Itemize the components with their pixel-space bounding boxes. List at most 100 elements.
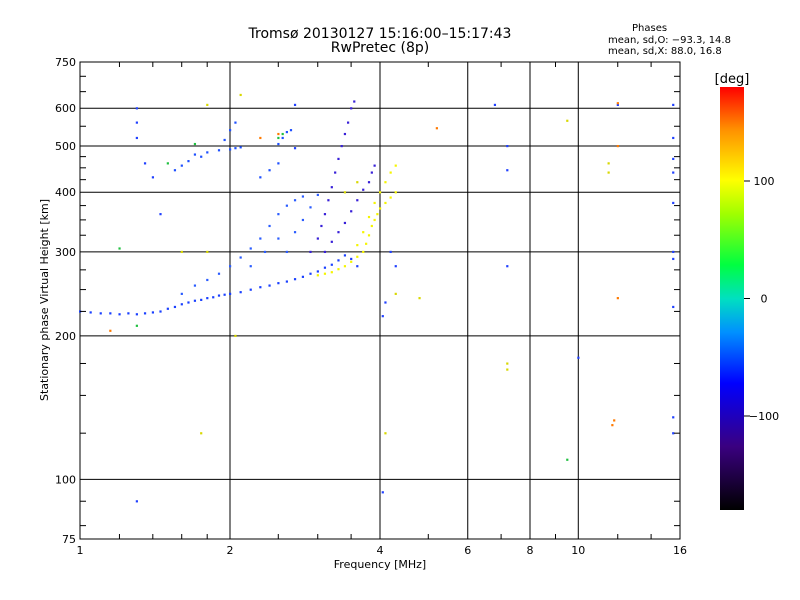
data-point xyxy=(506,169,509,172)
x-axis-label: Frequency [MHz] xyxy=(334,558,426,571)
data-point xyxy=(234,147,237,150)
data-point xyxy=(493,103,497,107)
data-point xyxy=(672,432,675,435)
data-point xyxy=(323,250,327,254)
data-point xyxy=(259,176,262,179)
phase-info-title: Phases xyxy=(632,23,668,34)
data-point xyxy=(384,301,387,304)
data-point xyxy=(239,291,242,294)
data-point xyxy=(362,250,365,254)
data-point xyxy=(127,312,130,315)
data-point xyxy=(151,311,155,314)
data-point xyxy=(327,199,330,202)
colorbar-label: [deg] xyxy=(715,72,750,87)
data-point xyxy=(323,266,327,269)
data-point xyxy=(309,206,312,209)
data-point xyxy=(373,218,376,222)
data-point xyxy=(109,329,112,332)
data-point xyxy=(384,432,387,435)
data-point xyxy=(285,204,288,207)
phase-info-x-mode: mean, sd,X: 88.0, 16.8 xyxy=(608,46,722,57)
y-tick-label: 200 xyxy=(55,330,76,343)
data-point xyxy=(281,132,284,136)
data-point xyxy=(268,169,271,172)
data-point xyxy=(389,171,392,174)
data-point xyxy=(343,254,347,257)
data-point xyxy=(206,103,209,107)
data-point xyxy=(151,176,155,179)
data-point xyxy=(263,250,267,254)
data-point xyxy=(135,313,138,316)
data-point xyxy=(343,132,347,136)
data-point xyxy=(672,257,675,261)
data-point xyxy=(343,191,347,194)
plot-frame xyxy=(79,61,681,540)
y-tick-label: 400 xyxy=(55,186,76,199)
data-point xyxy=(365,242,368,245)
data-point xyxy=(672,305,675,309)
data-point xyxy=(672,103,675,107)
y-tick-label: 100 xyxy=(55,473,76,486)
data-point xyxy=(193,153,197,156)
data-point xyxy=(330,186,333,189)
data-point xyxy=(239,93,242,97)
data-point xyxy=(566,458,569,461)
data-point xyxy=(212,296,215,299)
data-point xyxy=(346,121,350,124)
data-point xyxy=(135,500,138,503)
data-point xyxy=(672,250,675,254)
data-point xyxy=(229,148,232,151)
data-point xyxy=(293,147,297,150)
data-point xyxy=(577,356,580,359)
data-point xyxy=(259,136,262,140)
data-point xyxy=(223,138,226,142)
data-point xyxy=(285,250,288,254)
data-point xyxy=(249,288,252,291)
data-point xyxy=(200,432,203,435)
data-point xyxy=(206,250,209,254)
data-point xyxy=(337,157,340,161)
x-tick-label: 16 xyxy=(673,544,687,557)
data-point xyxy=(187,160,190,163)
x-tick-label: 8 xyxy=(527,544,534,557)
data-point xyxy=(268,224,271,228)
data-point xyxy=(394,265,397,268)
data-point xyxy=(367,234,371,237)
data-point xyxy=(135,107,138,110)
data-point xyxy=(193,299,197,302)
data-point xyxy=(672,416,675,419)
data-point xyxy=(206,297,209,300)
data-point xyxy=(143,162,147,165)
data-point xyxy=(373,164,376,167)
data-point xyxy=(285,130,288,134)
data-point xyxy=(350,260,353,263)
data-point xyxy=(356,181,359,184)
data-point xyxy=(384,201,387,205)
data-point xyxy=(672,201,675,205)
data-point xyxy=(239,146,242,149)
data-point xyxy=(330,240,333,243)
data-point xyxy=(217,272,221,275)
data-point xyxy=(143,312,147,315)
data-point xyxy=(166,307,169,310)
data-point xyxy=(672,171,675,174)
data-point xyxy=(200,298,203,301)
data-point xyxy=(350,257,353,261)
data-point xyxy=(99,312,102,315)
data-point xyxy=(330,263,333,266)
x-tick-label: 2 xyxy=(227,544,234,557)
data-point xyxy=(173,305,177,309)
data-point xyxy=(356,265,359,268)
data-point xyxy=(316,237,319,240)
data-point xyxy=(316,274,319,277)
phase-info-o-mode: mean, sd,O: −93.3, 14.8 xyxy=(608,35,731,46)
data-point xyxy=(180,164,183,167)
data-point xyxy=(337,231,340,234)
data-point xyxy=(293,103,297,107)
colorbar-tick-label: −100 xyxy=(749,410,779,423)
data-point xyxy=(418,297,421,300)
data-point xyxy=(229,265,232,268)
data-point xyxy=(277,136,280,140)
data-point xyxy=(337,268,340,271)
